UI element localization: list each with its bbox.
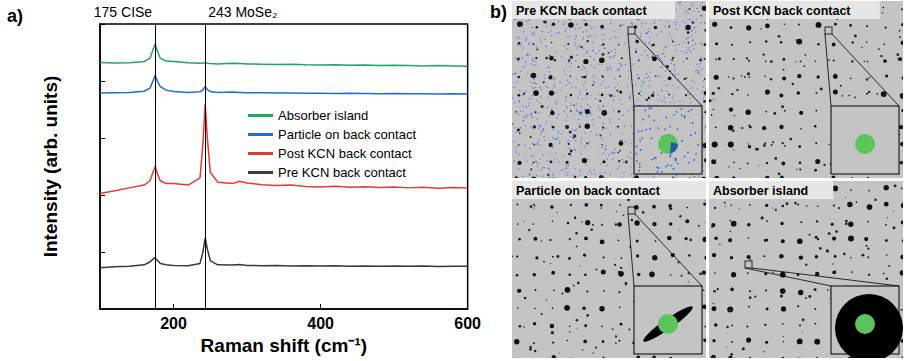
svg-text:Pre KCN back contact: Pre KCN back contact <box>278 165 406 180</box>
svg-text:600: 600 <box>454 315 481 332</box>
svg-text:243 MoSe₂: 243 MoSe₂ <box>208 4 277 20</box>
svg-text:175 CISe: 175 CISe <box>94 4 153 20</box>
svg-text:Raman shift (cm⁻¹): Raman shift (cm⁻¹) <box>201 335 367 356</box>
svg-text:Post KCN back contact: Post KCN back contact <box>713 4 851 18</box>
svg-text:Pre KCN back contact: Pre KCN back contact <box>516 4 647 18</box>
svg-text:Post KCN back contact: Post KCN back contact <box>278 146 412 161</box>
svg-text:Particle on back contact: Particle on back contact <box>278 127 416 142</box>
svg-text:Intensity (arb. units): Intensity (arb. units) <box>40 76 61 258</box>
svg-text:Absorber island: Absorber island <box>278 108 368 123</box>
svg-text:Particle on back contact: Particle on back contact <box>516 184 661 198</box>
svg-text:a): a) <box>7 6 23 26</box>
svg-text:200: 200 <box>160 315 187 332</box>
svg-text:Absorber island: Absorber island <box>713 184 808 198</box>
svg-text:400: 400 <box>307 315 334 332</box>
svg-text:b): b) <box>490 2 507 22</box>
